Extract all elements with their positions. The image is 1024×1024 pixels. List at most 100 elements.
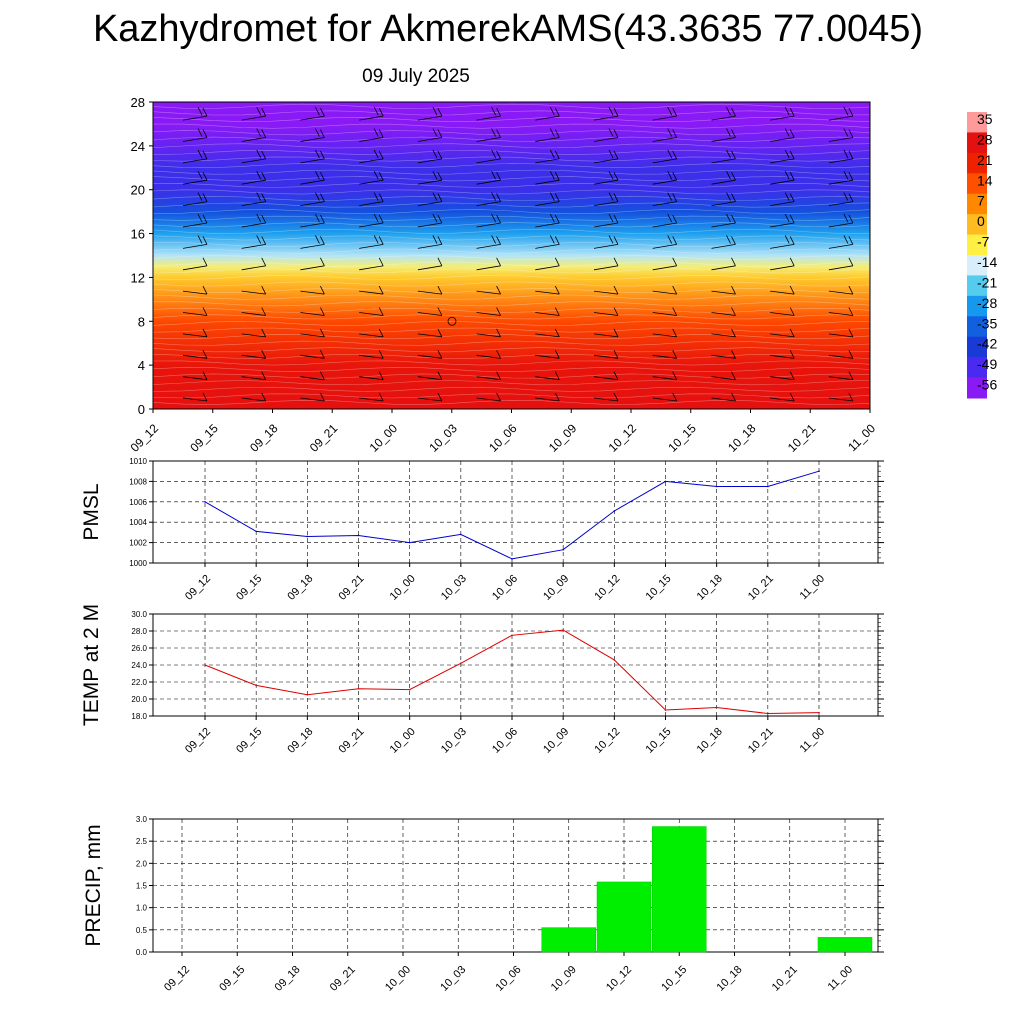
isotherm-line — [152, 209, 871, 215]
colorbar-label: 14 — [977, 172, 993, 188]
wind-barb — [359, 257, 384, 271]
wind-barb — [476, 213, 501, 228]
colorbar-label: 21 — [977, 152, 993, 168]
wind-barb — [828, 192, 854, 206]
wind-barb — [359, 106, 384, 121]
wind-barb — [711, 392, 736, 402]
isotherm-line — [152, 169, 871, 175]
wind-barb — [770, 257, 795, 271]
wind-barb — [182, 171, 208, 185]
page-title: Kazhydromet for AkmerekAMS(43.3635 77.00… — [92, 8, 924, 50]
pmsl-x-tick-label: 10_12 — [592, 573, 622, 603]
profile-y-tick-label: 28 — [131, 95, 145, 110]
pmsl-x-tick-label: 10_21 — [746, 573, 776, 603]
wind-barb — [359, 171, 384, 185]
wind-barb — [241, 257, 267, 271]
wind-barb — [770, 392, 795, 402]
isotherm-line — [152, 334, 871, 340]
wind-barb — [417, 213, 443, 228]
precip-y-tick-label: 1.0 — [136, 904, 148, 913]
temp2m-x-tick-label: 10_09 — [541, 726, 571, 756]
wind-barb — [300, 171, 325, 185]
wind-barb — [711, 128, 736, 142]
isotherm-line — [152, 261, 871, 267]
profile-y-tick-label: 16 — [131, 227, 145, 242]
colorbar-label: 35 — [977, 111, 993, 127]
isotherm-line — [152, 307, 871, 313]
isotherm-line — [152, 347, 871, 353]
wind-barb — [417, 257, 443, 271]
wind-barb — [828, 392, 854, 402]
isotherm-line — [152, 248, 871, 254]
isotherm-line — [152, 136, 871, 142]
precip-x-tick-label: 10_03 — [438, 964, 468, 994]
wind-barb — [593, 128, 619, 142]
wind-barb — [535, 392, 560, 402]
profile-x-tick-label: 10_12 — [606, 421, 640, 455]
wind-barb — [828, 171, 854, 185]
wind-barb — [182, 192, 208, 206]
page-subtitle: 09 July 2025 — [362, 66, 470, 87]
wind-barb — [652, 128, 678, 142]
wind-barb — [770, 235, 795, 249]
wind-barb — [182, 328, 208, 338]
isotherm-line — [152, 130, 871, 136]
precip-x-tick-label: 11_00 — [826, 964, 856, 994]
pmsl-y-tick-label: 1004 — [129, 518, 147, 527]
pmsl-x-tick-label: 10_06 — [490, 573, 520, 603]
wind-barb — [359, 350, 384, 359]
temp2m-x-tick-label: 10_21 — [746, 726, 776, 756]
wind-barb — [711, 285, 736, 295]
wind-barb — [770, 128, 795, 142]
wind-barb — [711, 192, 736, 206]
wind-barb — [182, 235, 208, 249]
wind-barb — [828, 149, 854, 164]
pmsl-point — [255, 530, 257, 533]
precip-x-tick-label: 10_15 — [659, 964, 689, 994]
wind-barb — [476, 392, 501, 402]
pmsl-x-tick-label: 09_12 — [183, 573, 213, 603]
wind-barb — [241, 128, 267, 142]
temp2m-y-tick-label: 30.0 — [131, 610, 147, 619]
colorbar-segment — [967, 234, 987, 256]
wind-barb — [359, 213, 384, 228]
pmsl-y-tick-label: 1008 — [129, 477, 147, 486]
wind-barb — [593, 392, 619, 402]
wind-barb — [300, 192, 325, 206]
wind-barb — [300, 257, 325, 271]
precip-y-tick-label: 3.0 — [136, 815, 148, 824]
wind-barb — [476, 350, 501, 359]
colorbar-label: -35 — [977, 315, 997, 331]
temp2m-x-tick-label: 10_18 — [695, 726, 725, 756]
wind-barb — [652, 149, 678, 164]
isotherm-line — [152, 235, 871, 241]
temp2m-point — [511, 634, 513, 637]
isotherm-line — [152, 340, 871, 346]
wind-barb — [711, 149, 736, 164]
vertical-profile-chart: 0 4 8 12 16 20 24 28 09_12 09_15 09_18 09_21 10_00 10… — [128, 95, 879, 455]
temp2m-point — [562, 629, 564, 631]
pmsl-point — [562, 548, 564, 551]
isotherm-line — [152, 103, 871, 109]
colorbar-segment — [967, 173, 987, 195]
wind-barb — [652, 307, 678, 316]
wind-barb — [535, 235, 560, 249]
wind-barb — [241, 192, 267, 206]
pmsl-x-tick-label: 10_15 — [644, 573, 674, 603]
wind-barb — [593, 328, 619, 338]
wind-barb — [182, 257, 208, 271]
wind-barb — [182, 371, 208, 381]
wind-barb — [300, 392, 325, 402]
wind-barb — [241, 328, 267, 338]
temp2m-chart: 30.0 28.0 26.0 24.0 22.0 20.0 18.0 09_12 09_15 09… — [80, 604, 884, 756]
colorbar-segment — [967, 377, 987, 399]
pmsl-x-tick-label: 09_21 — [337, 573, 367, 603]
pmsl-y-tick-label: 1000 — [129, 559, 147, 568]
temp2m-ylabel: TEMP at 2 M — [80, 604, 103, 726]
wind-barb — [770, 307, 795, 316]
wind-barb — [828, 213, 854, 228]
isotherm-line — [152, 301, 871, 307]
temp2m-point — [306, 693, 309, 696]
profile-x-tick-label: 11_00 — [845, 421, 878, 454]
wind-barb — [417, 307, 443, 316]
